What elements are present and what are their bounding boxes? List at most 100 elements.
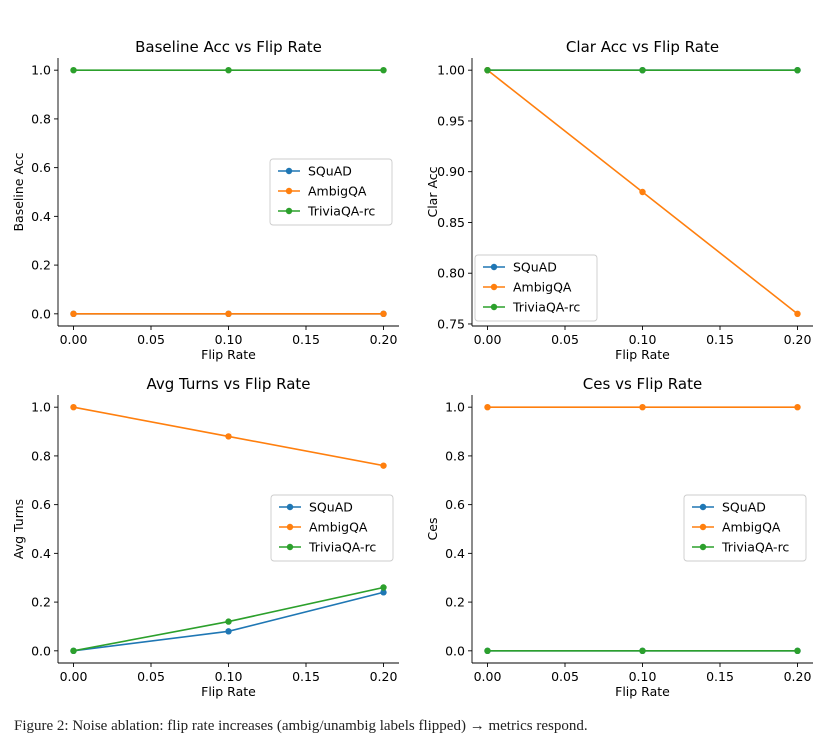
x-tick-label: 0.10 — [629, 669, 657, 684]
y-tick-label: 0.8 — [31, 111, 51, 126]
y-tick-label: 0.2 — [31, 595, 51, 610]
y-tick-label: 0.80 — [437, 266, 465, 281]
chart-panel-1: Baseline Acc vs Flip Rate 0.00 0.05 0.10 0.1… — [11, 38, 399, 362]
x-tick-label: 0.00 — [60, 332, 88, 347]
data-point — [225, 66, 232, 74]
x-tick-label: 0.05 — [137, 332, 165, 347]
x-axis-label: Flip Rate — [615, 347, 670, 362]
legend-label: SQuAD — [513, 260, 557, 275]
y-tick-label: 0.0 — [31, 306, 51, 321]
data-point — [794, 647, 801, 655]
x-tick-label: 0.05 — [137, 669, 165, 684]
data-point — [70, 310, 77, 318]
y-tick-label: 0.85 — [437, 215, 465, 230]
x-tick-label: 0.20 — [784, 669, 812, 684]
y-tick-label: 1.0 — [445, 400, 465, 415]
y-tick-label: 0.6 — [31, 497, 51, 512]
y-tick-label: 0.90 — [437, 164, 465, 179]
x-axis-label: Flip Rate — [201, 347, 256, 362]
legend-label: TriviaQA-rc — [512, 300, 580, 315]
data-point — [380, 310, 387, 318]
legend-box — [270, 494, 394, 562]
y-tick-label: 0.4 — [31, 546, 51, 561]
y-tick-label: 0.8 — [445, 448, 465, 463]
data-point — [484, 403, 491, 411]
data-point — [794, 66, 801, 74]
y-tick-label: 0.6 — [445, 497, 465, 512]
chart-panel-3: Avg Turns vs Flip Rate 0.00 0.05 0.10 0.15 0.… — [11, 375, 399, 699]
legend: SQuAD AmbigQA TriviaQA-rc — [683, 494, 807, 562]
data-point — [225, 433, 232, 440]
x-tick-label: 0.10 — [215, 332, 243, 347]
x-tick-label: 0.15 — [292, 669, 320, 684]
y-tick-label: 0.2 — [445, 595, 465, 610]
chart-title: Avg Turns vs Flip Rate — [146, 375, 310, 393]
chart-panel-4: Ces vs Flip Rate 0.00 0.05 0.10 0.15 0.20 0.0 0… — [425, 375, 813, 699]
x-axis-label: Flip Rate — [201, 684, 256, 699]
legend-swatch-marker — [285, 187, 293, 195]
legend-label: AmbigQA — [513, 280, 572, 295]
legend-label: SQuAD — [309, 500, 353, 515]
legend-label: TriviaQA-rc — [308, 540, 376, 555]
legend-swatch-marker — [285, 207, 293, 215]
chart-title: Baseline Acc vs Flip Rate — [135, 38, 322, 56]
y-tick-label: 0.6 — [31, 160, 51, 175]
chart-panel-2: Clar Acc vs Flip Rate 0.00 0.05 0.10 0.15 0.2… — [425, 38, 813, 362]
data-point — [380, 589, 387, 596]
legend-box — [474, 254, 598, 322]
legend-swatch-marker — [286, 523, 294, 531]
y-tick-label: 0.8 — [31, 448, 51, 463]
y-tick-label: 1.0 — [31, 400, 51, 415]
legend-swatch-marker — [490, 303, 498, 311]
legend-box — [269, 158, 393, 226]
y-axis-label: Baseline Acc — [11, 152, 26, 231]
legend-swatch-marker — [490, 263, 498, 271]
y-tick-label: 0.4 — [445, 546, 465, 561]
legend: SQuAD AmbigQA TriviaQA-rc — [474, 254, 598, 322]
data-point — [70, 66, 77, 74]
data-point — [639, 66, 646, 74]
y-axis-label: Avg Turns — [11, 499, 26, 559]
legend-label: TriviaQA-rc — [307, 204, 375, 219]
figure-canvas: Baseline Acc vs Flip Rate 0.00 0.05 0.10 0.1… — [11, 38, 813, 699]
y-axis-label: Ces — [425, 518, 440, 541]
data-point — [639, 647, 646, 655]
legend-box — [683, 494, 807, 562]
legend-label: AmbigQA — [309, 520, 368, 535]
y-tick-label: 1.0 — [31, 63, 51, 78]
data-point — [225, 618, 232, 625]
y-tick-label: 1.00 — [437, 63, 465, 78]
legend: SQuAD AmbigQA TriviaQA-rc — [269, 158, 393, 226]
chart-title: Clar Acc vs Flip Rate — [566, 38, 719, 56]
data-point — [794, 310, 801, 318]
x-tick-label: 0.15 — [706, 332, 734, 347]
y-tick-label: 0.4 — [31, 209, 51, 224]
legend-label: AmbigQA — [722, 520, 781, 535]
y-tick-label: 0.2 — [31, 258, 51, 273]
data-point — [484, 647, 491, 655]
data-point — [794, 403, 801, 411]
y-tick-label: 0.0 — [31, 643, 51, 658]
chart-title: Ces vs Flip Rate — [583, 375, 702, 393]
legend-swatch-marker — [286, 503, 294, 511]
figure-caption: Figure 2: Noise ablation: flip rate incr… — [14, 718, 588, 734]
y-tick-label: 0.75 — [437, 316, 465, 331]
x-tick-label: 0.00 — [474, 332, 502, 347]
legend: SQuAD AmbigQA TriviaQA-rc — [270, 494, 394, 562]
y-tick-label: 0.0 — [445, 643, 465, 658]
x-tick-label: 0.00 — [474, 669, 502, 684]
data-point — [70, 403, 77, 411]
legend-label: SQuAD — [722, 500, 766, 515]
y-axis-label: Clar Acc — [425, 166, 440, 217]
x-tick-label: 0.20 — [784, 332, 812, 347]
data-point — [70, 647, 77, 655]
data-point — [639, 188, 646, 196]
data-point — [225, 628, 232, 635]
legend-swatch-marker — [699, 543, 707, 551]
legend-label: TriviaQA-rc — [721, 540, 789, 555]
x-tick-label: 0.15 — [292, 332, 320, 347]
data-point — [380, 462, 387, 469]
data-point — [380, 584, 387, 591]
x-tick-label: 0.10 — [629, 332, 657, 347]
data-point — [484, 66, 491, 74]
